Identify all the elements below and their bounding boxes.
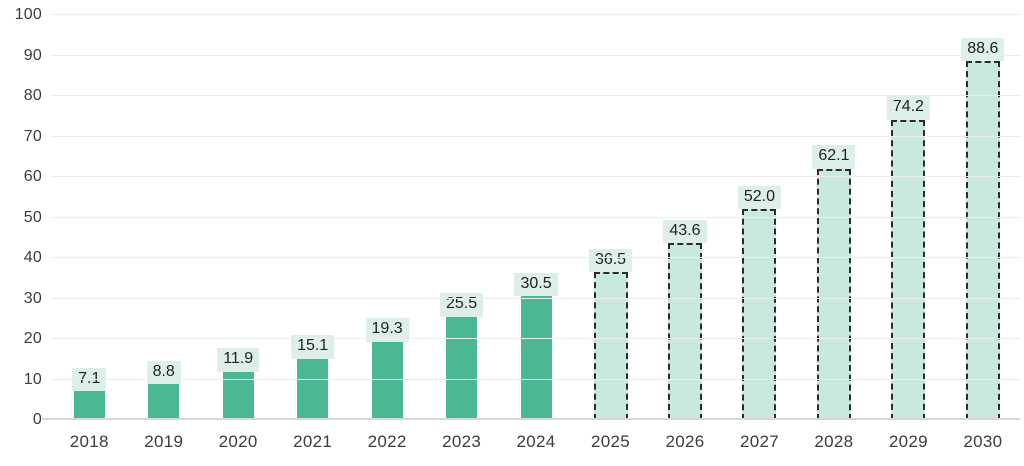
y-tick-label: 90: [23, 46, 42, 64]
x-tick-label-2022: 2022: [367, 432, 407, 451]
y-tick-label: 10: [23, 370, 42, 388]
gridline: [52, 297, 1020, 299]
y-tick-label: 0: [32, 411, 42, 428]
bar-value-label: 8.8: [146, 360, 181, 385]
bar-column-2021: 15.1: [275, 15, 349, 420]
bar-column-2018: 7.1: [52, 15, 126, 420]
gridline: [52, 135, 1020, 137]
bar-column-2020: 11.9: [201, 15, 275, 420]
bar-value-label: 25.5: [440, 293, 484, 317]
bar-value-label: 15.1: [291, 335, 335, 359]
x-tick-label-2018: 2018: [69, 432, 109, 451]
x-tick-label-2023: 2023: [442, 432, 482, 451]
bar-column-2023: 25.5: [424, 15, 498, 420]
bar-value-label: 43.6: [663, 220, 707, 244]
bar-value-label: 62.1: [812, 145, 856, 169]
x-tick-label-2029: 2029: [888, 432, 928, 451]
gridline: [52, 95, 1020, 96]
y-tick-label: 30: [23, 289, 42, 307]
actual-bar-2020: [222, 371, 254, 420]
forecast-bar-2027: [742, 209, 777, 420]
forecast-bar-2025: [593, 272, 628, 420]
gridline: [52, 378, 1020, 380]
bar-value-label: 52.0: [737, 186, 782, 210]
bar-column-2019: 8.8: [126, 15, 200, 420]
x-axis: 2018 2019 2020 2021 2022 2023 2024 2025 2026 2027…: [52, 424, 1020, 458]
gridline: [52, 338, 1020, 339]
bar-column-2025: 36.5: [573, 15, 647, 420]
y-tick-label: 40: [23, 249, 42, 266]
bar-value-label: 74.2: [886, 96, 930, 120]
bar-column-2022: 19.3: [350, 15, 424, 420]
x-tick-label-2024: 2024: [516, 432, 556, 451]
bar-value-label: 30.5: [514, 273, 558, 297]
bar-column-2028: 62.1: [797, 15, 871, 420]
x-tick-label-2021: 2021: [293, 432, 333, 451]
y-tick-label: 100: [14, 6, 42, 23]
bar-value-label: 88.6: [961, 37, 1005, 62]
gridline: [52, 176, 1020, 177]
plot-area: 7.1 8.8 11.9 15.1 19.3 25.5 30.5 36.5 43.6 52.0 62…: [42, 14, 1020, 420]
actual-bar-2023: [446, 316, 478, 420]
y-tick-label: 80: [23, 87, 42, 104]
x-tick-label-2028: 2028: [814, 432, 854, 451]
bar-column-2030: 88.6: [946, 15, 1020, 420]
forecast-bar-2030: [965, 61, 1000, 420]
x-tick-label-2027: 2027: [739, 432, 779, 451]
y-tick-label: 20: [23, 330, 42, 347]
x-tick-label-2026: 2026: [665, 432, 705, 451]
bar-column-2026: 43.6: [648, 15, 722, 420]
bar-column-2029: 74.2: [871, 15, 945, 420]
bar-value-label: 36.5: [588, 248, 633, 273]
bar-column-2024: 30.5: [499, 15, 573, 420]
x-baseline: [42, 418, 1020, 420]
gridline: [52, 14, 1020, 15]
x-tick-label-2020: 2020: [218, 432, 258, 451]
actual-bar-2019: [148, 384, 180, 420]
x-tick-label-2030: 2030: [963, 432, 1003, 451]
actual-bar-2024: [520, 296, 552, 420]
y-tick-label: 50: [23, 208, 42, 226]
x-tick-label-2019: 2019: [144, 432, 184, 451]
forecast-bar-2026: [667, 243, 702, 420]
actual-bar-2022: [371, 341, 403, 420]
bar-value-label: 7.1: [72, 367, 107, 392]
actual-bar-2021: [297, 358, 329, 420]
y-axis: 0 10 20 30 40 50 60 70 80 90 100: [0, 0, 44, 466]
gridline: [52, 216, 1020, 218]
x-tick-label-2025: 2025: [591, 432, 631, 451]
bar-column-2027: 52.0: [722, 15, 796, 420]
bars-container: 7.1 8.8 11.9 15.1 19.3 25.5 30.5 36.5 43.6 52.0 62…: [52, 15, 1020, 420]
actual-bar-2018: [73, 391, 105, 420]
y-tick-label: 70: [23, 127, 42, 145]
bar-value-label: 19.3: [365, 318, 409, 342]
forecast-bar-2028: [816, 168, 851, 420]
gridline: [52, 257, 1020, 258]
gridline: [52, 54, 1020, 56]
y-tick-label: 60: [23, 168, 42, 185]
forecast-bar-2029: [891, 119, 926, 420]
bar-value-label: 11.9: [217, 348, 260, 372]
